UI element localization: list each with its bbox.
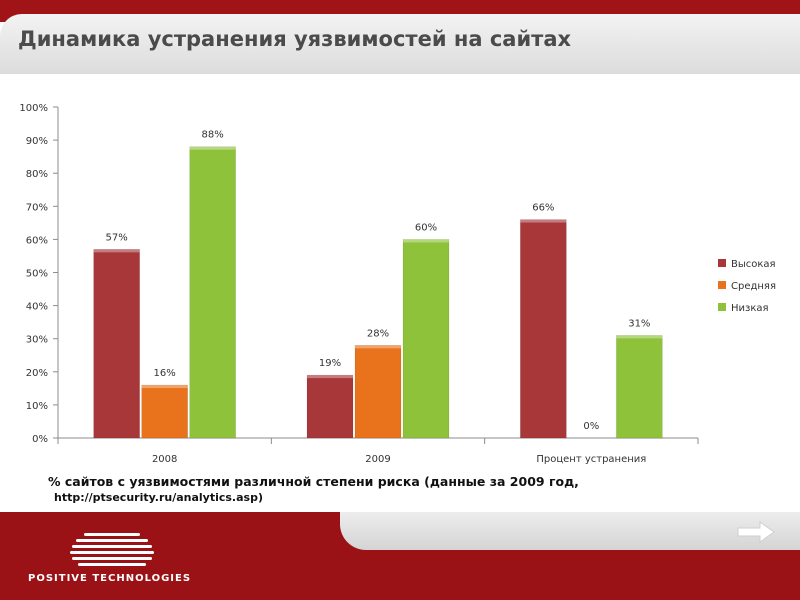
y-tick-label: 0% xyxy=(32,434,48,445)
page-title: Динамика устранения уязвимостей на сайта… xyxy=(18,27,572,51)
bar-highlight xyxy=(520,219,567,223)
legend-swatch xyxy=(718,281,726,289)
bar-data-label: 66% xyxy=(532,203,554,214)
bar-highlight xyxy=(616,335,663,339)
bar-data-label: 28% xyxy=(367,328,389,339)
bar xyxy=(141,384,188,439)
bar xyxy=(189,146,236,439)
legend-swatch xyxy=(718,303,726,311)
bar-data-label: 19% xyxy=(319,358,341,369)
chart-bars: 57% 19% 66% 16% 28% 0% 88% 60% 31% xyxy=(93,130,663,439)
y-tick-label: 10% xyxy=(26,401,48,412)
bar-highlight xyxy=(189,146,236,150)
x-category-label: 2009 xyxy=(365,454,390,465)
bar xyxy=(520,219,567,439)
bar-highlight xyxy=(403,239,449,243)
y-tick-label: 60% xyxy=(26,235,48,246)
y-tick-label: 80% xyxy=(26,169,48,180)
bar xyxy=(93,249,140,439)
bar-data-label: 60% xyxy=(415,222,437,233)
x-category-label: 2008 xyxy=(152,454,177,465)
bar-highlight xyxy=(93,249,140,253)
y-tick-label: 40% xyxy=(26,302,48,313)
bar xyxy=(402,239,450,439)
y-tick-label: 30% xyxy=(26,335,48,346)
company-logo-graphic xyxy=(70,533,154,566)
bar-data-label: 16% xyxy=(154,368,176,379)
y-tick-label: 70% xyxy=(26,202,48,213)
bar xyxy=(306,374,354,439)
bar-data-label: 0% xyxy=(583,421,599,432)
arrow-right-icon[interactable] xyxy=(736,519,776,545)
legend-label: Высокая xyxy=(731,259,776,270)
footer-grey-bar xyxy=(340,512,800,550)
bar-data-label: 57% xyxy=(106,232,128,243)
bar-highlight xyxy=(141,385,188,389)
brand-name: POSITIVE TECHNOLOGIES xyxy=(28,573,192,584)
y-tick-label: 100% xyxy=(19,103,48,114)
y-tick-label: 50% xyxy=(26,269,48,280)
legend-label: Средняя xyxy=(731,281,776,292)
legend-swatch xyxy=(718,259,726,267)
bar-highlight xyxy=(355,345,401,349)
source-link[interactable]: http://ptsecurity.ru/analytics.asp) xyxy=(54,491,263,504)
chart-caption: % сайтов с уязвимостями различной степен… xyxy=(48,474,579,489)
bar-highlight xyxy=(307,375,353,379)
title-bar xyxy=(0,14,800,74)
x-category-label: Процент устранения xyxy=(536,454,646,465)
chart-axes: 0% 10% 20% 30% 40% 50% 60% 70% 80% 90% 100% 2008 200… xyxy=(19,103,699,465)
y-tick-label: 20% xyxy=(26,368,48,379)
bar xyxy=(616,335,663,439)
legend-label: Низкая xyxy=(731,303,769,314)
bar-data-label: 88% xyxy=(202,130,224,141)
y-tick-label: 90% xyxy=(26,136,48,147)
bar-data-label: 31% xyxy=(628,318,650,329)
bar xyxy=(354,345,402,439)
chart-legend: Высокая Средняя Низкая xyxy=(718,259,776,314)
bar-chart: 0% 10% 20% 30% 40% 50% 60% 70% 80% 90% 100% 2008 200… xyxy=(19,103,776,465)
